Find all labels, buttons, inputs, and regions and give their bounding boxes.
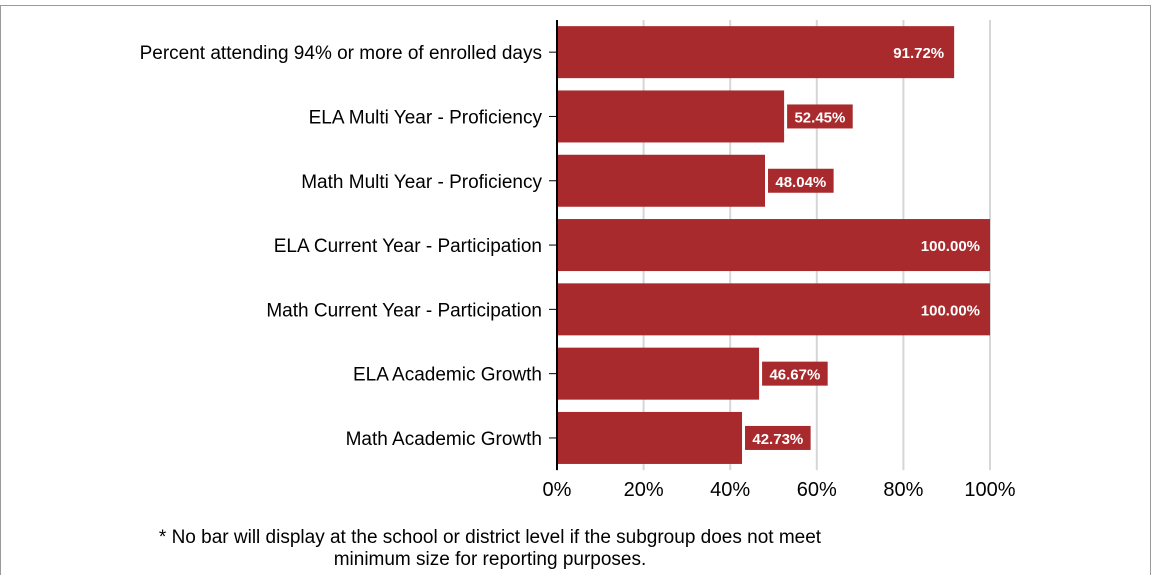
x-axis-ticks: 0% 20% 40% 60% 80% 100% xyxy=(543,479,1016,501)
data-label-box xyxy=(768,168,834,193)
y-axis: Percent attending 94% or more of enrolle… xyxy=(140,20,558,471)
bar xyxy=(557,219,990,272)
category-label: Percent attending 94% or more of enrolle… xyxy=(140,43,542,64)
data-label: 46.67% xyxy=(769,367,820,384)
data-label-box xyxy=(745,425,811,450)
data-label-box xyxy=(762,361,828,386)
footnote-line-2: minimum size for reporting purposes. xyxy=(333,549,647,570)
bar xyxy=(557,411,743,464)
data-label: 100.00% xyxy=(921,302,980,319)
footnote: * No bar will display at the school or d… xyxy=(0,527,980,571)
category-label: ELA Current Year - Participation xyxy=(274,236,542,257)
category-label: Math Multi Year - Proficiency xyxy=(301,172,542,193)
x-tick-label: 80% xyxy=(883,479,923,501)
data-label: 48.04% xyxy=(775,174,826,191)
data-label: 52.45% xyxy=(794,109,845,126)
bar xyxy=(557,90,785,143)
data-label: 100.00% xyxy=(921,238,980,255)
x-tick-label: 0% xyxy=(543,479,572,501)
x-tick-label: 40% xyxy=(710,479,750,501)
x-tick-label: 20% xyxy=(624,479,664,501)
bar xyxy=(557,283,990,336)
category-label: ELA Multi Year - Proficiency xyxy=(309,107,543,128)
data-label: 91.72% xyxy=(893,45,944,62)
chart-frame xyxy=(0,5,1151,575)
x-tick-label: 100% xyxy=(964,479,1015,501)
category-label: ELA Academic Growth xyxy=(353,365,542,386)
bar xyxy=(557,26,955,79)
category-label: Math Current Year - Participation xyxy=(266,300,542,321)
bar xyxy=(557,154,766,207)
category-label: Math Academic Growth xyxy=(346,429,542,450)
x-tick-label: 60% xyxy=(797,479,837,501)
bar xyxy=(557,347,760,400)
footnote-line-1: * No bar will display at the school or d… xyxy=(158,527,822,548)
bar-chart: 91.72% 52.45% 48.04% 100.00% 100.00% 46.67% 42… xyxy=(140,20,1016,501)
data-label-box xyxy=(787,104,853,129)
data-label: 42.73% xyxy=(752,431,803,448)
bars: 91.72% 52.45% 48.04% 100.00% 100.00% 46.67% 42… xyxy=(557,26,990,464)
